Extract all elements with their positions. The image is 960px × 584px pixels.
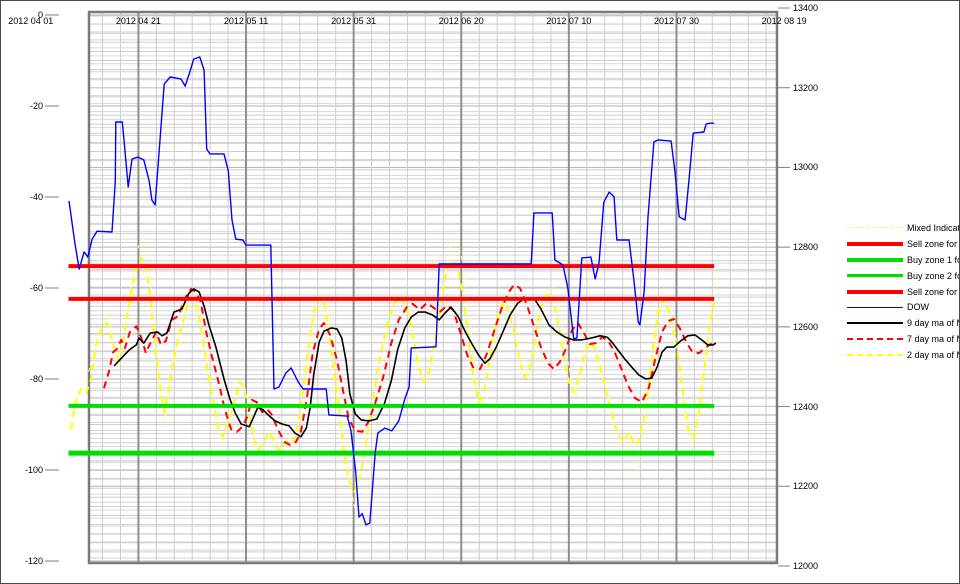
- x-tick-label: 2012 06 20: [438, 16, 484, 26]
- x-tick-label: 2012 05 11: [223, 16, 269, 26]
- left-tick-label: -20: [29, 101, 43, 111]
- legend-label: Sell zone for 2 ma: [907, 286, 959, 297]
- legend-swatch-line: [847, 322, 903, 325]
- left-tick-label: -60: [29, 283, 43, 293]
- right-tick-label: 13400: [793, 3, 819, 13]
- left-tick-label: -120: [24, 556, 43, 566]
- x-tick-label: 2012 05 31: [331, 16, 377, 26]
- legend-item: 9 day ma of Mixed Indicator 2: [847, 315, 959, 331]
- series-ma-2day: [70, 257, 716, 493]
- legend-swatch-line: [847, 257, 903, 262]
- chart-legend: Mixed Indicator 2 Sell zone for 9 ma Buy z…: [847, 220, 960, 363]
- legend-item: Buy zone 1 for 9 ma: [847, 252, 959, 268]
- right-tick-label: 12800: [793, 242, 819, 253]
- legend-label: 9 day ma of Mixed Indicator 2: [907, 318, 959, 329]
- series-dow: [68, 56, 715, 526]
- legend-label: 2 day ma of Mixed Indicator 2: [907, 350, 959, 361]
- right-tick-label: 13000: [793, 162, 819, 173]
- right-tick-label: 12400: [793, 401, 819, 412]
- series-ma-7day: [103, 283, 717, 446]
- legend-swatch-line: [847, 306, 903, 308]
- left-tick-label: -80: [29, 374, 43, 384]
- plot-frame: [87, 10, 779, 565]
- legend-label: Mixed Indicator 2: [907, 222, 960, 233]
- right-tick-label: 12000: [793, 560, 819, 571]
- legend-swatch-line: [847, 227, 903, 229]
- x-tick-label: 2012 07 30: [653, 16, 699, 26]
- legend-item: 7 day ma of Mixed Indicator 2: [847, 331, 959, 347]
- legend-swatch-line: [847, 289, 903, 294]
- right-tick-label: 13200: [793, 82, 819, 93]
- legend-swatch-line: [847, 354, 903, 357]
- left-tick-label: 0: [37, 10, 43, 20]
- legend-item: 2 day ma of Mixed Indicator 2: [847, 347, 959, 363]
- grid: [89, 12, 777, 563]
- legend-item: Sell zone for 9 ma: [847, 236, 959, 252]
- legend-label: Buy zone 1 for 9 ma: [907, 254, 959, 265]
- legend-swatch-line: [847, 274, 903, 278]
- left-tick-label: -100: [24, 465, 43, 475]
- right-tick-label: 12600: [793, 321, 819, 332]
- x-tick-label: 2012 07 10: [546, 16, 592, 26]
- left-tick-label: -40: [29, 192, 43, 202]
- legend-swatch-line: [847, 338, 903, 341]
- legend-item: Sell zone for 2 ma: [847, 284, 959, 300]
- x-tick-label: 2012 08 19: [761, 16, 807, 26]
- x-tick-label: 2012 04 21: [115, 16, 161, 26]
- legend-label: Sell zone for 9 ma: [907, 238, 959, 249]
- series-ma-9day: [113, 288, 717, 438]
- legend-label: Buy zone 2 for 2 ma: [907, 270, 959, 281]
- legend-item: Mixed Indicator 2: [847, 220, 960, 236]
- legend-label: 7 day ma of Mixed Indicator 2: [907, 334, 959, 345]
- legend-swatch-line: [847, 241, 903, 246]
- legend-label: DOW: [907, 302, 929, 313]
- legend-item: Buy zone 2 for 2 ma: [847, 268, 959, 284]
- right-tick-label: 12200: [793, 481, 819, 492]
- legend-item: DOW: [847, 299, 959, 315]
- x-tick-label: 2012 04 01: [8, 16, 54, 26]
